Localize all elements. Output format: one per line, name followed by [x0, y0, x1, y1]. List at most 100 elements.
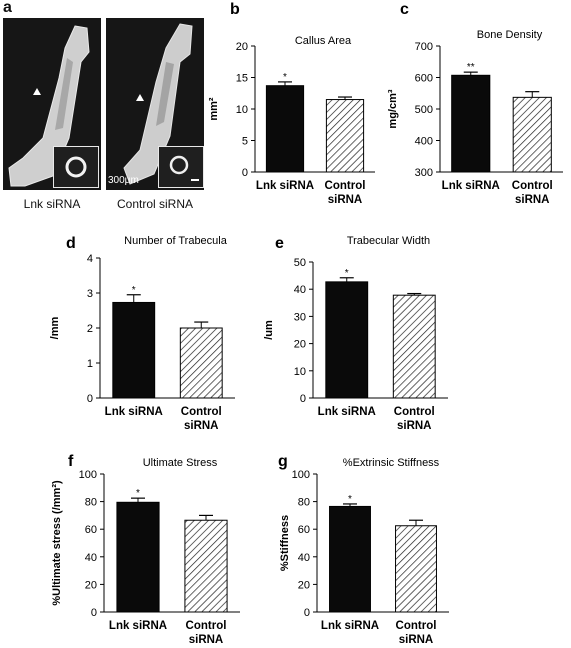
bar-f-lnk	[116, 501, 160, 613]
y-tick-label-g: 40	[298, 552, 310, 564]
scale-bar-label: 300μm	[108, 175, 139, 186]
category-label-d: Lnk siRNA	[105, 406, 163, 418]
y-axis-label-g: %Stiffness	[279, 515, 291, 571]
bar-g-lnk	[329, 505, 371, 613]
cross-section-inset-lnk	[53, 146, 99, 188]
panel-letter-d: d	[66, 235, 76, 252]
category-label-g: siRNA	[399, 634, 434, 646]
bar-d-lnk	[112, 301, 156, 399]
category-label-e: siRNA	[397, 420, 432, 432]
caption-control-sirna: Control siRNA	[116, 197, 194, 211]
chart-title-g: %Extrinsic Stiffness	[343, 457, 440, 469]
bone-illustration-control	[123, 23, 193, 185]
significance-mark-c: **	[467, 62, 475, 73]
chart-title-f: Ultimate Stress	[143, 457, 218, 469]
category-label-c: Control	[512, 180, 553, 192]
chart-title-c: Bone Density	[477, 29, 543, 41]
category-label-e: Control	[394, 406, 435, 418]
y-tick-label-e: 20	[294, 339, 306, 351]
y-tick-label-c: 400	[415, 136, 433, 148]
y-tick-label-b: 0	[242, 167, 248, 179]
bar-f-control	[184, 519, 228, 613]
y-tick-label-c: 600	[415, 73, 433, 85]
bar-c-lnk	[451, 74, 491, 173]
panel-letter-g: g	[278, 453, 288, 470]
bar-c-control	[512, 96, 552, 173]
y-tick-label-d: 0	[87, 393, 93, 405]
y-tick-label-c: 300	[415, 167, 433, 179]
y-tick-label-f: 40	[85, 552, 97, 564]
category-label-e: Lnk siRNA	[318, 406, 376, 418]
y-axis-label-b: mm²	[208, 97, 220, 121]
y-axis-label-f: %Ultimate stress (/mm²)	[51, 480, 63, 606]
y-tick-label-f: 60	[85, 524, 97, 536]
y-tick-label-b: 15	[236, 73, 248, 85]
y-tick-label-b: 20	[236, 41, 248, 53]
panel-letter-c: c	[400, 1, 409, 18]
bar-b-lnk	[265, 85, 305, 173]
chart-title-b: Callus Area	[295, 35, 352, 47]
y-tick-label-e: 30	[294, 311, 306, 323]
y-tick-label-f: 20	[85, 579, 97, 591]
bar-b-control	[325, 99, 365, 173]
y-tick-label-g: 0	[304, 607, 310, 619]
y-tick-label-d: 2	[87, 323, 93, 335]
category-label-b: Control	[325, 180, 366, 192]
y-tick-label-c: 500	[415, 104, 433, 116]
category-label-g: Control	[396, 620, 437, 632]
category-label-d: Control	[181, 406, 222, 418]
panel-letter-e: e	[275, 235, 284, 252]
cross-section-inset-control	[158, 146, 204, 188]
bar-e-lnk	[325, 281, 369, 399]
bar-d-control	[179, 327, 223, 399]
control-sirna-microct-image: 300μm	[106, 18, 204, 190]
category-label-f: Control	[186, 620, 227, 632]
bar-g-control	[395, 525, 437, 613]
chart-title-d: Number of Trabecula	[124, 235, 228, 247]
panel-letter-b: b	[230, 1, 240, 18]
y-axis-label-d: /mm	[49, 316, 61, 339]
significance-mark-g: *	[348, 494, 352, 505]
y-tick-label-e: 50	[294, 257, 306, 269]
triangle-marker-icon	[136, 94, 144, 101]
category-label-b: siRNA	[328, 194, 363, 206]
y-tick-label-e: 10	[294, 366, 306, 378]
significance-mark-f: *	[136, 488, 140, 499]
y-axis-label-e: /um	[263, 320, 275, 340]
triangle-marker-icon	[33, 88, 41, 95]
bone-illustration-lnk	[8, 25, 90, 187]
significance-mark-e: *	[345, 268, 349, 279]
y-tick-label-e: 0	[300, 393, 306, 405]
y-axis-label-c: mg/cm³	[387, 89, 399, 128]
bar-e-control	[392, 294, 436, 399]
caption-lnk-sirna: Lnk siRNA	[23, 197, 81, 211]
category-label-c: siRNA	[515, 194, 550, 206]
y-tick-label-f: 0	[91, 607, 97, 619]
y-tick-label-c: 700	[415, 41, 433, 53]
category-label-b: Lnk siRNA	[256, 180, 314, 192]
category-label-d: siRNA	[184, 420, 219, 432]
y-tick-label-f: 80	[85, 497, 97, 509]
y-tick-label-g: 20	[298, 579, 310, 591]
significance-mark-d: *	[132, 285, 136, 296]
y-tick-label-g: 60	[298, 524, 310, 536]
y-tick-label-b: 10	[236, 104, 248, 116]
y-tick-label-e: 40	[294, 284, 306, 296]
y-tick-label-d: 1	[87, 358, 93, 370]
chart-title-e: Trabecular Width	[347, 235, 430, 247]
category-label-c: Lnk siRNA	[442, 180, 500, 192]
y-tick-label-g: 100	[292, 469, 310, 481]
panel-letter-a: a	[3, 0, 12, 16]
category-label-f: siRNA	[189, 634, 224, 646]
lnk-sirna-microct-image	[3, 18, 101, 190]
category-label-f: Lnk siRNA	[109, 620, 167, 632]
y-tick-label-b: 5	[242, 136, 248, 148]
y-tick-label-f: 100	[79, 469, 97, 481]
y-tick-label-d: 3	[87, 288, 93, 300]
y-tick-label-g: 80	[298, 497, 310, 509]
significance-mark-b: *	[283, 72, 287, 83]
category-label-g: Lnk siRNA	[321, 620, 379, 632]
panel-letter-f: f	[68, 453, 74, 470]
y-tick-label-d: 4	[87, 253, 93, 265]
